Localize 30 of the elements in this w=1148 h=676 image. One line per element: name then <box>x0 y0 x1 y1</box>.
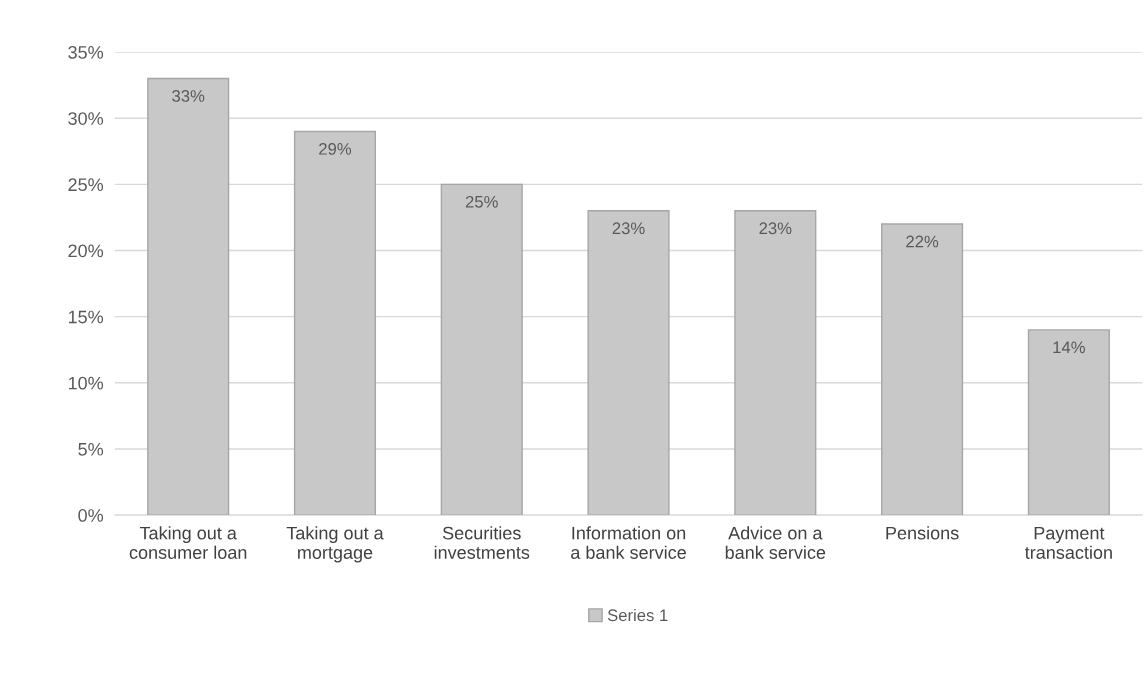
text: 23% <box>612 222 645 235</box>
y-tick-label: 25% <box>68 178 104 192</box>
x-tick-label: Taking out a consumer loan <box>129 526 247 559</box>
text: 29% <box>319 142 352 155</box>
bar <box>587 210 670 516</box>
x-tick-label: Payment transaction <box>1024 526 1112 559</box>
bar <box>147 77 230 516</box>
bar <box>440 183 523 516</box>
legend-label: Series 1 <box>607 608 668 622</box>
x-tick-label: Information on a bank service <box>571 526 686 559</box>
text: 14% <box>1053 341 1085 354</box>
y-tick-label: 30% <box>68 112 104 125</box>
text: 23% <box>759 222 792 235</box>
bar <box>1027 329 1110 516</box>
bar <box>881 223 964 516</box>
y-tick-label: 15% <box>68 310 104 324</box>
text: 22% <box>906 235 939 248</box>
y-tick-label: 0% <box>78 509 104 522</box>
x-tick-label: Securities investments <box>434 526 530 559</box>
text: 25% <box>465 195 498 208</box>
x-tick-label: Advice on a bank service <box>725 526 826 559</box>
y-tick-label: 5% <box>78 442 104 456</box>
bar <box>293 130 377 516</box>
text: 33% <box>172 90 205 102</box>
bar <box>734 210 817 516</box>
y-tick-label: 20% <box>68 244 104 258</box>
y-tick-label: 10% <box>68 376 104 390</box>
y-tick-label: 35% <box>68 45 104 59</box>
x-tick-label: Taking out a mortgage <box>286 526 384 563</box>
x-tick-label: Pensions <box>886 526 959 540</box>
